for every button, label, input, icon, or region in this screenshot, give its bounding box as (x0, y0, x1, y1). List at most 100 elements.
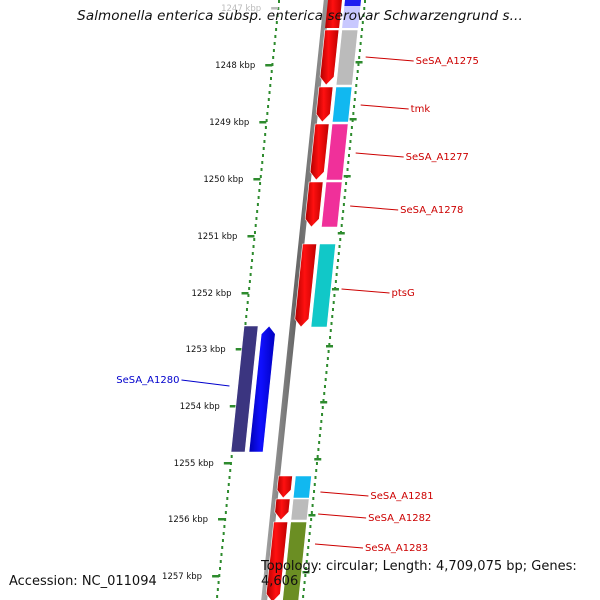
gene-layer (230, 0, 362, 600)
guide-dot (245, 308, 248, 311)
guide-dot (252, 245, 255, 248)
tick-mark (308, 514, 316, 517)
guide-dot (364, 0, 366, 3)
gene-arrow (315, 86, 334, 123)
organism-title: Salmonella enterica subsp. enterica sero… (77, 8, 523, 24)
guide-dot (334, 280, 337, 283)
cog-box (321, 181, 343, 228)
guide-dot (354, 91, 357, 94)
guide-dot (313, 490, 316, 493)
tick-label: 1254 kbp (180, 402, 220, 412)
guide-dot (257, 196, 260, 199)
guide-dot (358, 49, 361, 52)
guide-dot (305, 560, 308, 563)
tick-mark (265, 64, 273, 67)
gene-label: SeSA_A1278 (400, 205, 463, 216)
tick-label: 1248 kbp (215, 61, 255, 71)
guide-dot (361, 21, 364, 24)
label-leader (320, 491, 369, 497)
tick-mark (271, 7, 279, 10)
guide-dot (347, 154, 350, 157)
gene-label: SeSA_A1282 (368, 513, 431, 524)
guide-dot (360, 35, 363, 38)
guide-dot (325, 371, 328, 374)
tick-mark (223, 462, 231, 465)
gene-label: ptsG (392, 288, 415, 299)
tick-mark (229, 405, 237, 408)
tick-label: 1253 kbp (186, 345, 226, 355)
guide-dot (342, 210, 345, 213)
guide-dot (255, 217, 258, 220)
guide-dot (346, 168, 349, 171)
topology-summary: Topology: circular; Length: 4,709,075 bp… (261, 559, 577, 589)
guide-dot (264, 133, 267, 136)
tick-mark (218, 518, 226, 521)
guide-dot (337, 252, 340, 255)
guide-dot (326, 357, 329, 360)
guide-dot (361, 28, 364, 31)
guide-dot (321, 413, 324, 416)
guide-dot (309, 525, 312, 528)
guide-dot (352, 112, 355, 115)
guide-dot (223, 525, 226, 528)
tick-mark (212, 575, 220, 578)
guide-dot (314, 476, 317, 479)
guide-dot (306, 553, 309, 556)
guide-dot (258, 189, 261, 192)
tick-label: 1255 kbp (174, 459, 214, 469)
guide-dot (229, 469, 232, 472)
label-leader (314, 543, 364, 549)
cog-box (344, 0, 362, 6)
guide-dot (362, 14, 365, 17)
guide-dot (363, 7, 366, 10)
guide-dot (253, 231, 256, 234)
guide-dot (349, 140, 352, 143)
guide-dot (355, 84, 358, 87)
guide-dot (256, 203, 259, 206)
guide-dot (267, 98, 270, 101)
guide-dot (328, 343, 331, 346)
tick-mark (259, 121, 267, 124)
tick-mark (349, 118, 357, 121)
guide-dot (230, 455, 233, 458)
guide-dot (311, 504, 314, 507)
gene-label: SeSA_A1283 (365, 543, 428, 554)
gene-arrow (325, 0, 343, 28)
guide-dot (222, 532, 225, 535)
guide-dot (273, 42, 276, 45)
guide-dot (247, 294, 250, 297)
guide-dot (221, 539, 224, 542)
guide-dot (330, 322, 333, 325)
tick-mark (302, 571, 310, 574)
guide-dot (353, 98, 356, 101)
label-leader (365, 56, 414, 62)
guide-dot (219, 560, 222, 563)
guide-dot (260, 168, 263, 171)
guide-dot (254, 224, 257, 227)
guide-dot (308, 532, 311, 535)
guide-dot (269, 77, 272, 80)
guide-dot (333, 294, 336, 297)
guide-dot (350, 133, 353, 136)
guide-dot (313, 483, 316, 486)
guide-dot (359, 42, 362, 45)
guide-dot (276, 14, 279, 17)
gene-label: SeSA_A1281 (370, 491, 433, 502)
guide-dot (263, 140, 266, 143)
guide-dot (277, 7, 280, 10)
guide-dot (329, 329, 332, 332)
guide-dot (221, 546, 224, 549)
cog-box (230, 325, 259, 453)
guide-dot (268, 91, 271, 94)
tick-mark (320, 401, 328, 404)
guide-dot (318, 434, 321, 437)
guide-dot (216, 588, 219, 591)
guide-dot (321, 406, 324, 409)
tick-mark (235, 348, 243, 351)
tick-mark (326, 345, 334, 348)
tick-mark (331, 288, 339, 291)
guide-dot (248, 287, 251, 290)
label-leader (360, 104, 409, 110)
guide-dot (315, 462, 318, 465)
tick-label: 1251 kbp (197, 232, 237, 242)
